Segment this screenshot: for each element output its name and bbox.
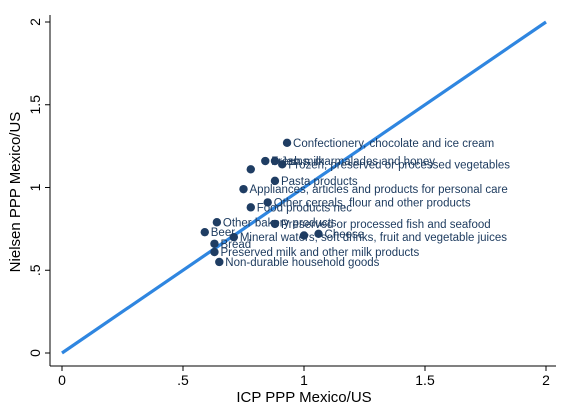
x-tick-label: 0 bbox=[58, 372, 66, 388]
y-tick-label: .5 bbox=[27, 264, 43, 276]
point-label: Preserved or processed fish and seafood bbox=[281, 219, 491, 231]
point-label: Fresh milk bbox=[271, 156, 324, 168]
point-label: Non-durable household goods bbox=[225, 257, 379, 269]
point-label: Pasta products bbox=[281, 176, 358, 188]
points-group bbox=[200, 138, 323, 267]
y-tick-label: 2 bbox=[27, 18, 43, 26]
reference-line-group bbox=[61, 20, 547, 355]
data-point bbox=[270, 219, 280, 229]
data-point bbox=[314, 229, 323, 239]
data-point bbox=[200, 227, 209, 237]
data-point bbox=[239, 184, 248, 194]
point-label: Beer bbox=[211, 227, 235, 239]
x-tick-label: 1.5 bbox=[415, 372, 435, 388]
data-point bbox=[261, 156, 270, 166]
y-tick-label: 0 bbox=[27, 349, 43, 357]
x-axis-title: ICP PPP Mexico/US bbox=[236, 389, 371, 406]
point-label: Appliances, articles and products for pe… bbox=[250, 184, 508, 196]
data-point bbox=[246, 203, 255, 212]
point-label: Food products nec bbox=[257, 202, 353, 214]
data-point bbox=[270, 156, 280, 166]
data-point bbox=[212, 218, 222, 227]
x-tick-label: 2 bbox=[542, 372, 550, 388]
y-tick-label: 1 bbox=[27, 183, 43, 191]
data-point bbox=[210, 239, 219, 248]
data-point bbox=[263, 198, 272, 207]
x-tick-label: .5 bbox=[177, 372, 189, 388]
y-axis-title: Nielsen PPP Mexico/US bbox=[7, 112, 24, 273]
data-point bbox=[229, 232, 239, 242]
point-label: Preserved milk and other milk products bbox=[220, 247, 419, 259]
point-label: Jams, marmalades and honey bbox=[281, 156, 435, 168]
reference-line bbox=[61, 20, 547, 355]
data-point bbox=[299, 231, 309, 240]
data-point bbox=[282, 138, 292, 148]
data-point bbox=[270, 176, 280, 186]
point-label: Cheese bbox=[325, 229, 365, 241]
data-point bbox=[246, 165, 255, 174]
axes: 0 .5 1 1.5 2 0 .5 1 1.5 2 bbox=[27, 15, 556, 388]
point-label: Other cereals, flour and other products bbox=[274, 197, 471, 209]
x-tick-label: 1 bbox=[300, 372, 308, 388]
y-tick-label: 1.5 bbox=[27, 95, 43, 115]
point-label: Other bakery products bbox=[223, 217, 337, 229]
data-point bbox=[215, 257, 224, 267]
point-label: Bread bbox=[220, 239, 251, 251]
point-labels-group: Confectionery, chocolate and ice cream Ja… bbox=[211, 138, 511, 269]
data-point bbox=[210, 247, 219, 257]
data-point bbox=[278, 160, 287, 169]
point-label: Confectionery, chocolate and ice cream bbox=[293, 138, 494, 150]
point-label: Mineral waters, soft drinks, fruit and v… bbox=[240, 232, 507, 244]
point-label: Frozen, preserved or processed vegetable… bbox=[288, 159, 510, 171]
